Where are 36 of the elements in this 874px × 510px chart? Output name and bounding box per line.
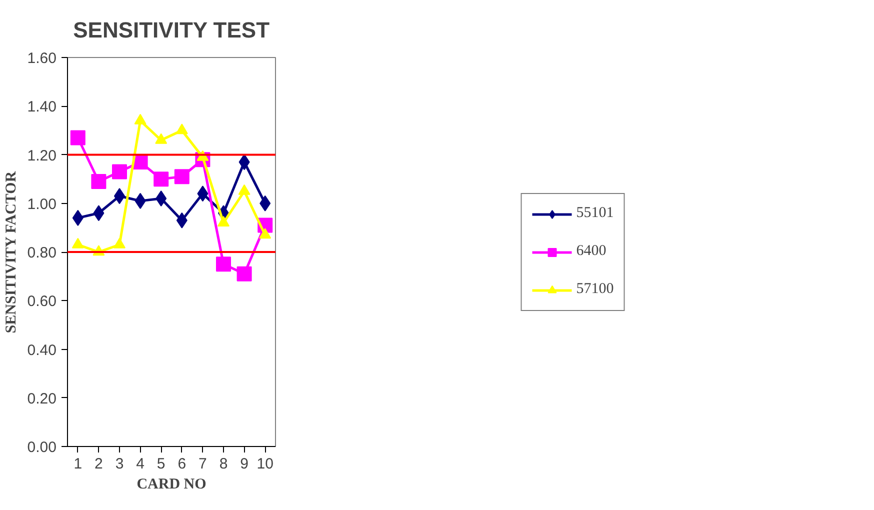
y-axis-title: SENSITIVITY FACTOR: [3, 171, 20, 334]
x-tick-label: 5: [156, 456, 166, 472]
y-tick-label: 0.40: [27, 342, 57, 359]
point: [70, 130, 86, 146]
point: [112, 164, 127, 180]
legend-label: 6400: [576, 243, 606, 260]
x-tick-label: 9: [240, 456, 248, 472]
point: [91, 174, 106, 189]
x-tick-label: 10: [256, 456, 274, 472]
y-tick-label: 0.20: [27, 390, 57, 408]
point: [154, 172, 169, 187]
chart-title: SENSITIVITY TEST: [73, 18, 270, 42]
y-tick-label: 1.60: [27, 50, 57, 67]
x-tick-label: 7: [198, 456, 207, 472]
point: [259, 228, 272, 239]
legend-label: 57100: [576, 281, 614, 298]
x-axis-title: CARD NO: [136, 476, 206, 492]
x-tick-label: 4: [136, 456, 144, 472]
x-tick-label: 3: [115, 456, 124, 472]
legend-label: 55101: [576, 205, 614, 222]
point: [236, 266, 252, 282]
y-tick-label: 0.80: [27, 244, 57, 262]
point: [216, 256, 231, 272]
x-tick-label: 2: [94, 456, 103, 472]
point: [218, 216, 230, 226]
x-tick-label: 8: [219, 456, 228, 472]
point: [72, 238, 84, 248]
point: [114, 238, 126, 248]
y-tick-label: 1.20: [27, 147, 57, 164]
y-tick-label: 1.40: [27, 98, 57, 116]
x-tick-label: 1: [74, 456, 82, 472]
x-tick-label: 6: [178, 456, 186, 472]
y-tick-label: 0.00: [27, 439, 57, 456]
y-tick-label: 1.00: [27, 196, 57, 213]
y-tick-label: 0.60: [27, 293, 57, 310]
point: [174, 169, 190, 184]
